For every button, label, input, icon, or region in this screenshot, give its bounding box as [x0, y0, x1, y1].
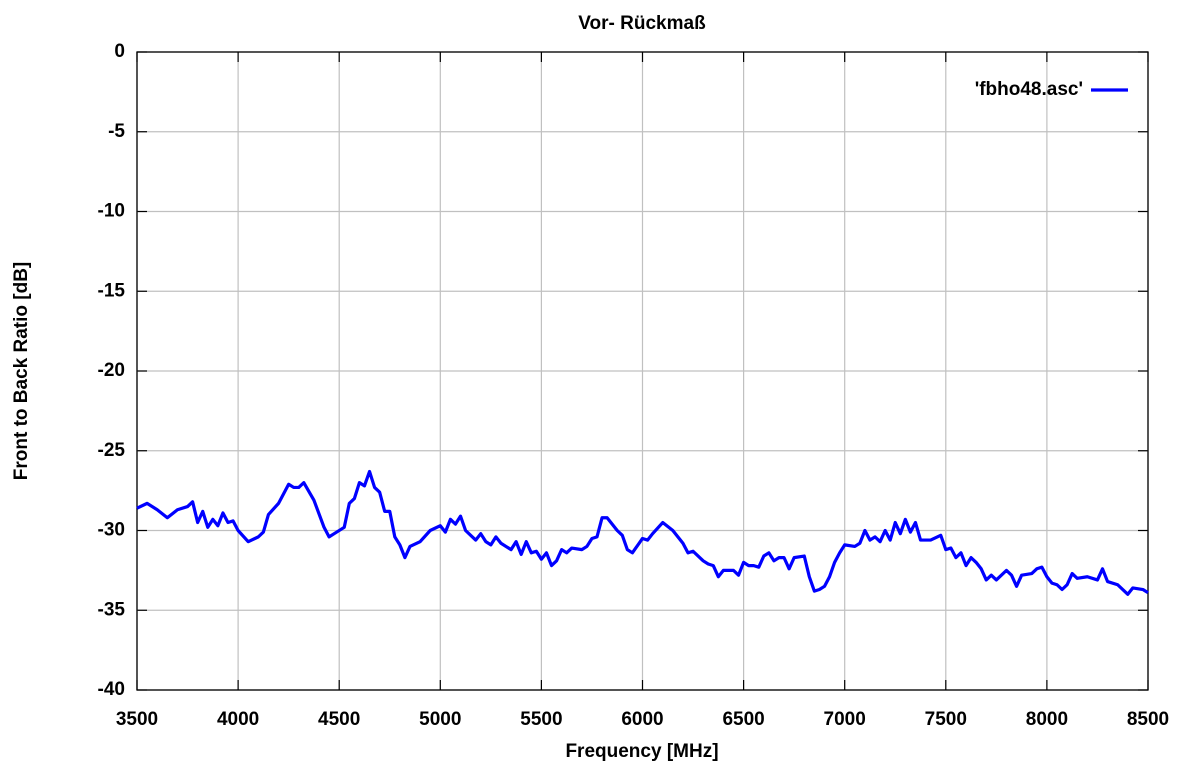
x-tick-label: 7500	[925, 709, 967, 730]
y-tick-label: -30	[98, 520, 125, 541]
x-tick-label: 6500	[722, 709, 764, 730]
x-tick-label: 4500	[318, 709, 360, 730]
data-line	[136, 469, 1149, 596]
y-tick-label: -40	[98, 679, 125, 700]
x-axis-label: Frequency [MHz]	[565, 741, 718, 762]
x-tick-label: 5500	[520, 709, 562, 730]
y-axis-label: Front to Back Ratio [dB]	[11, 262, 32, 481]
x-tick-label: 6000	[621, 709, 663, 730]
y-tick-label: -15	[98, 280, 126, 301]
plot-frame	[136, 51, 1149, 691]
y-tick-label: -10	[98, 201, 125, 222]
x-tick-label: 4000	[217, 709, 259, 730]
y-tick-label: -20	[98, 360, 125, 381]
x-tick-label: 5000	[419, 709, 461, 730]
chart-title: Vor- Rückmaß	[578, 13, 706, 34]
y-tick-label: -25	[98, 440, 126, 461]
legend-label: 'fbho48.asc'	[975, 79, 1083, 100]
x-tick-label: 7000	[824, 709, 866, 730]
x-tick-label: 8000	[1026, 709, 1068, 730]
y-tick-label: -5	[108, 121, 125, 142]
x-tick-label: 8500	[1127, 709, 1169, 730]
x-tick-label: 3500	[116, 709, 158, 730]
y-tick-label: -35	[98, 599, 126, 620]
y-tick-label: 0	[114, 41, 125, 62]
